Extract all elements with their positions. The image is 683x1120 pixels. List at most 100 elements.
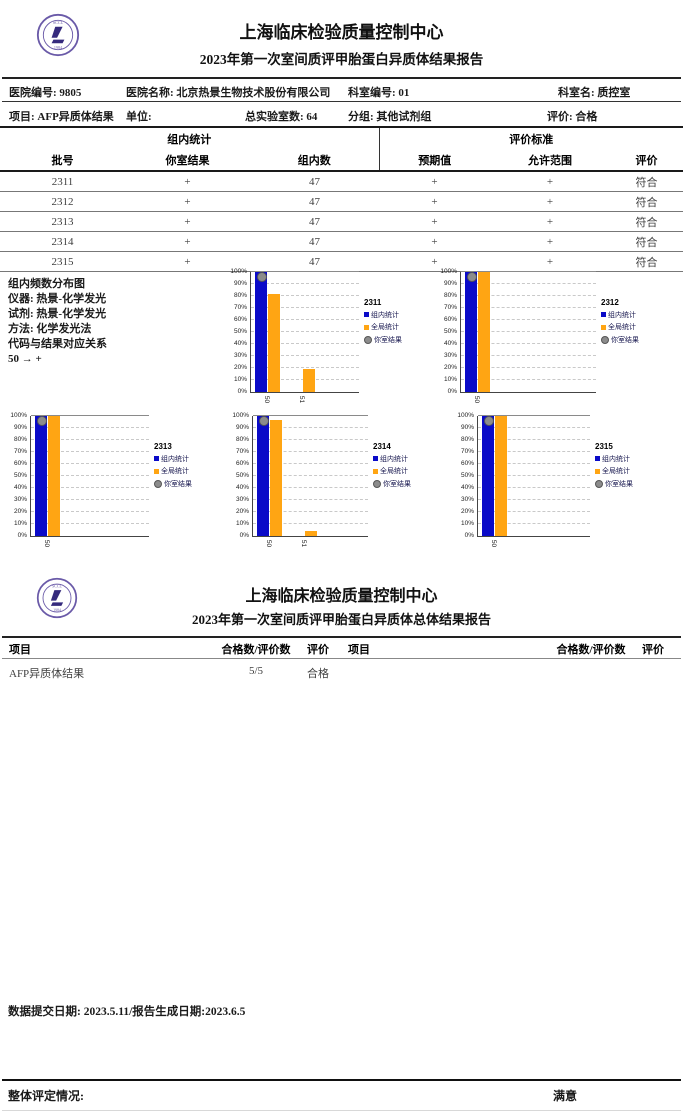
chart-legend: 2311 组内统计 全局统计 你室结果 xyxy=(364,298,402,345)
summary-column-header: 合格数/评价数 xyxy=(221,644,291,656)
y-axis-tick-labels: 0% 10% 20% 30% 40% 50% 60% 70% 80% 90% 100% xyxy=(453,412,477,539)
info-field: 科室编号: 01 xyxy=(348,87,410,99)
x-axis-tick-labels: 50 51 xyxy=(252,537,368,551)
y-tick-label: 10% xyxy=(13,520,27,527)
table-cell: 符合 xyxy=(610,211,683,232)
legend-circle-icon xyxy=(364,335,372,344)
gridline xyxy=(461,283,596,284)
table-cell: + xyxy=(379,191,491,212)
y-tick-label: 80% xyxy=(443,292,457,299)
bar-组内统计 xyxy=(35,416,47,536)
legend-square-icon xyxy=(595,456,600,461)
legend-circle-icon xyxy=(595,479,603,488)
logo-top-text: SCCL xyxy=(53,20,64,25)
y-tick-label: 0% xyxy=(17,532,27,539)
y-tick-label: 100% xyxy=(232,412,249,419)
table-cell: + xyxy=(125,231,250,252)
group-header-intragroup: 组内统计 xyxy=(167,133,212,146)
gridline xyxy=(253,427,368,428)
legend-square-icon xyxy=(601,324,606,330)
legend-circle-icon xyxy=(154,479,162,488)
summary-column-header: 评价 xyxy=(642,644,664,656)
table-row: 2314 +47 + + 符合 xyxy=(0,231,683,252)
frequency-chart-2312: 0% 10% 20% 30% 40% 50% 60% 70% 80% 90% 100% 50 2312 组… xyxy=(436,268,639,407)
column-header: 允许范围 xyxy=(490,149,611,172)
your-lab-result-marker xyxy=(258,415,269,426)
gridline xyxy=(461,367,596,368)
plot-wrap: 50 51 xyxy=(250,271,359,407)
column-header: 组内数 xyxy=(250,149,380,172)
bar-全局统计 xyxy=(48,416,60,536)
y-tick-label: 50% xyxy=(13,472,27,479)
bar-组内统计 xyxy=(465,272,477,392)
legend-title: 2314 xyxy=(373,442,391,451)
legend-entry: 组内统计 xyxy=(373,454,411,464)
frequency-info-line: 代码与结果对应关系 xyxy=(8,338,107,350)
table-cell: + xyxy=(490,251,611,272)
summary-table-row: AFP异质体结果 5/5 合格 xyxy=(0,665,683,680)
gridline xyxy=(251,295,359,296)
legend-entry-label: 你室结果 xyxy=(374,336,402,344)
x-axis-tick-labels: 50 xyxy=(30,537,149,551)
y-tick-label: 0% xyxy=(239,532,249,539)
table-cell: + xyxy=(125,171,250,192)
legend-entry: 你室结果 xyxy=(373,479,411,489)
bar-全局统计 xyxy=(303,369,315,392)
gridline xyxy=(253,523,368,524)
gridline xyxy=(478,475,590,476)
table-cell: 47 xyxy=(250,251,380,272)
gridline xyxy=(31,487,149,488)
legend-entry-label: 你室结果 xyxy=(605,480,633,488)
chart-legend: 2312 组内统计 全局统计 你室结果 xyxy=(601,298,639,345)
table-cell: 2313 xyxy=(0,211,125,232)
y-axis-tick-labels: 0% 10% 20% 30% 40% 50% 60% 70% 80% 90% 100% xyxy=(436,268,460,395)
gridline xyxy=(31,499,149,500)
y-tick-label: 70% xyxy=(443,304,457,311)
bar-组内统计 xyxy=(482,416,494,536)
batch-result-table: 组内统计 评价标准 批号 你室结果 组内数 预期值 允许范围 评价 2311 +47 + + 符合… xyxy=(0,126,683,272)
divider xyxy=(2,77,681,79)
y-tick-label: 60% xyxy=(13,460,27,467)
legend-square-icon xyxy=(601,312,606,317)
legend-title: 2315 xyxy=(595,442,613,451)
item-info-row: 项目: AFP异质体结果 单位: 总实验室数: 64 分组: 其他试剂组 评价: 合格 xyxy=(0,108,683,124)
plot-wrap: 50 xyxy=(477,415,590,551)
frequency-block-title: 组内频数分布图 xyxy=(8,278,85,290)
gridline xyxy=(31,523,149,524)
y-tick-label: 70% xyxy=(13,448,27,455)
info-field: 总实验室数: 64 xyxy=(245,111,318,123)
divider xyxy=(2,636,681,638)
info-field: 科室名: 质控室 xyxy=(558,87,631,99)
y-tick-label: 10% xyxy=(460,520,474,527)
plot-wrap: 50 xyxy=(30,415,149,551)
table-cell: 2312 xyxy=(0,191,125,212)
y-tick-label: 30% xyxy=(233,352,247,359)
frequency-info-line: 50 → + xyxy=(8,353,42,365)
gridline xyxy=(31,451,149,452)
summary-pass-ratio: 5/5 xyxy=(248,665,264,677)
divider xyxy=(2,1110,681,1111)
gridline xyxy=(461,271,596,272)
gridline xyxy=(253,463,368,464)
gridline xyxy=(478,427,590,428)
legend-entry-label: 组内统计 xyxy=(371,311,399,319)
frequency-info-line: 仪器: 热景-化学发光 xyxy=(8,293,107,305)
report-dates-line: 数据提交日期: 2023.5.11/报告生成日期:2023.6.5 xyxy=(8,1006,246,1018)
legend-square-icon xyxy=(154,468,159,474)
legend-square-icon xyxy=(595,468,600,474)
table-row: 2312 +47 + + 符合 xyxy=(0,191,683,212)
table-cell: 47 xyxy=(250,211,380,232)
legend-circle-icon xyxy=(373,479,381,488)
y-tick-label: 20% xyxy=(233,364,247,371)
gridline xyxy=(478,523,590,524)
gridline xyxy=(461,331,596,332)
summary-column-header: 评价 xyxy=(307,644,329,656)
gridline xyxy=(461,379,596,380)
table-cell: 2311 xyxy=(0,171,125,192)
y-tick-label: 50% xyxy=(443,328,457,335)
column-header: 预期值 xyxy=(378,149,491,172)
legend-title: 2312 xyxy=(601,298,619,307)
y-tick-label: 20% xyxy=(460,508,474,515)
info-field: 单位: xyxy=(126,111,152,123)
